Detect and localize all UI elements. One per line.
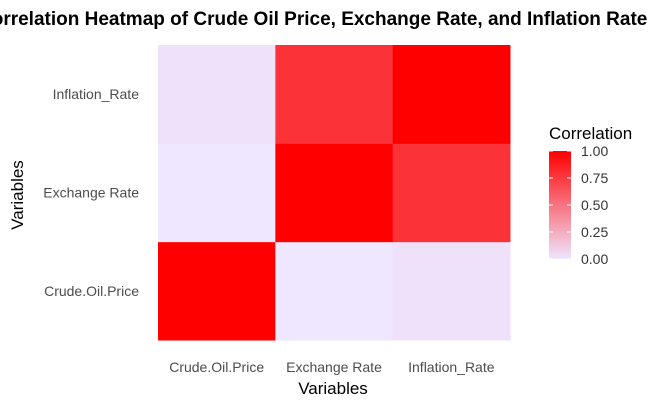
legend-tick-label: 0.25: [581, 224, 608, 240]
y-axis-tick-labels: Crude.Oil.Price Exchange Rate Inflation_Ra…: [43, 86, 139, 299]
heatmap-cell-crude-oil-price-inflation-rate: [158, 45, 276, 144]
legend-tick-label: 0.00: [581, 251, 608, 267]
x-tick-label-inflation-rate: Inflation_Rate: [408, 359, 495, 375]
chart-title: Correlation Heatmap of Crude Oil Price, …: [0, 9, 647, 30]
x-axis-tick-labels: Crude.Oil.Price Exchange Rate Inflation_Ra…: [169, 359, 495, 375]
heatmap-cell-exchange-rate-inflation-rate: [275, 45, 394, 144]
legend-title: Correlation: [549, 124, 632, 143]
heatmap-cell-inflation-rate-crude-oil-price: [392, 241, 511, 341]
legend-tick-label: 1.00: [581, 143, 608, 159]
heatmap-cell-exchange-rate-crude-oil-price: [275, 241, 394, 341]
x-tick-label-crude-oil-price: Crude.Oil.Price: [169, 359, 264, 375]
heatmap-cells: [158, 45, 511, 341]
y-tick-label-inflation-rate: Inflation_Rate: [53, 86, 140, 102]
x-axis-title: Variables: [298, 379, 368, 398]
legend-tick-label: 0.75: [581, 170, 608, 186]
x-tick-label-exchange-rate: Exchange Rate: [286, 359, 382, 375]
y-axis-title: Variables: [8, 160, 27, 230]
y-tick-label-exchange-rate: Exchange Rate: [43, 185, 139, 201]
y-tick-label-crude-oil-price: Crude.Oil.Price: [44, 283, 139, 299]
heatmap-cell-crude-oil-price-exchange-rate: [158, 143, 276, 243]
legend: Correlation 0.00 0.25 0.50 0.75 1.00: [549, 124, 632, 267]
legend-tick-label: 0.50: [581, 197, 608, 213]
legend-ticks: 0.00 0.25 0.50 0.75 1.00: [549, 143, 608, 267]
legend-color-bar: [549, 151, 571, 259]
heatmap-cell-inflation-rate-exchange-rate: [392, 143, 511, 243]
heatmap-cell-crude-oil-price-crude-oil-price: [158, 241, 276, 341]
heatmap-cell-inflation-rate-inflation-rate: [392, 45, 511, 144]
heatmap-cell-exchange-rate-exchange-rate: [275, 143, 394, 243]
